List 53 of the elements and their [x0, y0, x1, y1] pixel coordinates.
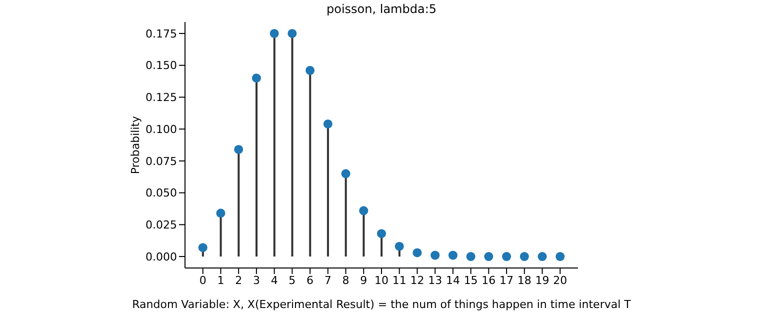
chart-title: poisson, lambda:5 — [325, 2, 438, 16]
y-tick-label: 0.000 — [146, 250, 177, 264]
point — [359, 206, 368, 216]
x-axis-title: Random Variable: X, X(Experimental Result) = the num of things happen in time interval T — [132, 298, 632, 311]
point — [270, 28, 279, 38]
y-tick-label: 0.025 — [146, 218, 177, 232]
y-tick-label: 0.075 — [146, 154, 177, 168]
x-tick-label: 7 — [324, 274, 332, 287]
point — [448, 250, 458, 260]
y-tick-label: 0.125 — [146, 91, 177, 104]
point — [538, 252, 547, 262]
x-tick-label: 9 — [360, 274, 368, 287]
point — [484, 252, 494, 262]
x-tick-label: 11 — [392, 274, 406, 287]
x-tick-label: 13 — [428, 274, 442, 287]
point — [252, 74, 261, 83]
x-tick-label: 8 — [342, 274, 350, 287]
point — [430, 250, 440, 260]
x-tick-label: 10 — [374, 274, 388, 287]
x-tick-label: 19 — [535, 274, 550, 287]
x-tick-label: 1 — [217, 274, 224, 287]
point — [216, 208, 226, 218]
y-axis-title: Probability — [128, 115, 142, 174]
x-tick-label: 20 — [553, 274, 568, 287]
x-tick-label: 17 — [500, 274, 514, 287]
point — [341, 169, 350, 178]
x-tick-label: 3 — [252, 274, 260, 287]
x-tick-label: 18 — [517, 274, 532, 287]
x-tick-label: 14 — [446, 274, 460, 287]
point — [394, 242, 404, 251]
y-tick-label: 0.050 — [146, 186, 177, 200]
y-tick-label: 0.100 — [146, 122, 177, 136]
point — [502, 252, 512, 262]
x-tick-label: 6 — [306, 274, 314, 287]
x-tick-label: 12 — [410, 274, 424, 287]
point — [520, 252, 529, 262]
y-tick-label: 0.150 — [146, 59, 177, 72]
x-tick-label: 2 — [235, 274, 242, 287]
point — [556, 252, 565, 262]
x-tick-label: 4 — [270, 274, 278, 287]
x-tick-label: 16 — [482, 274, 496, 287]
y-tick-label: 0.175 — [146, 27, 177, 40]
point — [306, 66, 315, 75]
point — [466, 252, 476, 262]
x-tick-label: 15 — [464, 274, 478, 287]
point — [323, 119, 332, 128]
x-tick-label: 0 — [199, 274, 206, 287]
point — [376, 229, 386, 238]
point — [412, 248, 422, 258]
x-tick-label: 5 — [288, 274, 296, 287]
point — [234, 144, 244, 154]
point — [288, 28, 297, 38]
point — [198, 243, 208, 252]
